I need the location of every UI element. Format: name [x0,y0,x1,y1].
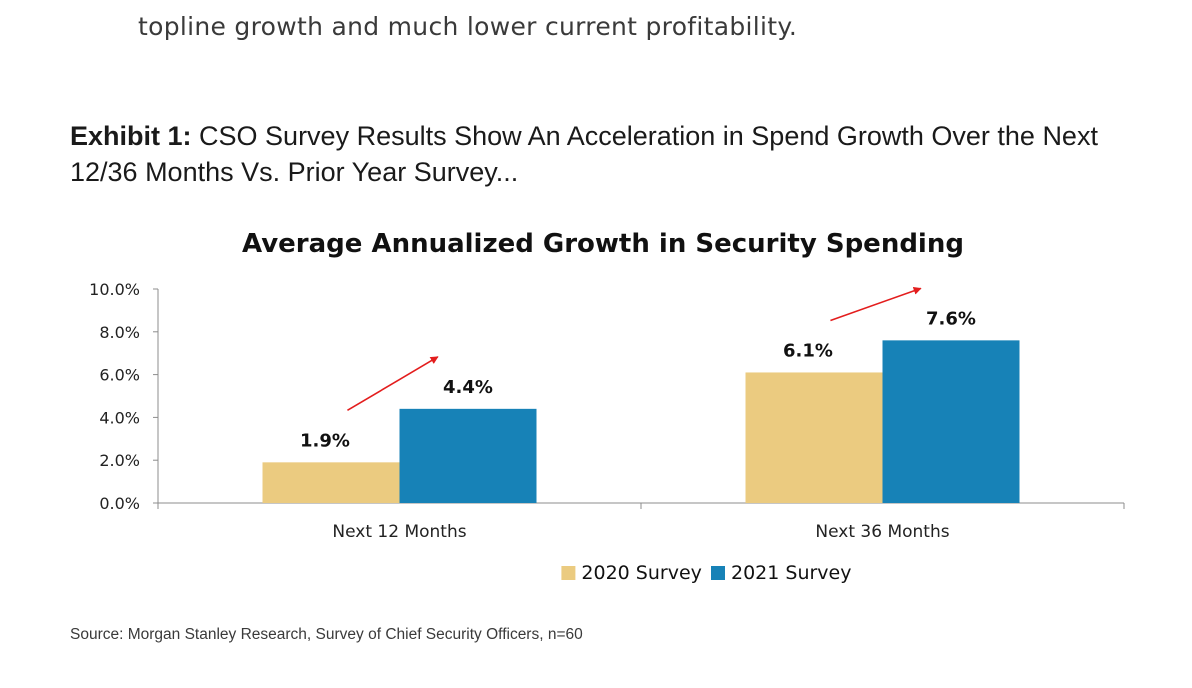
bar [399,408,537,503]
bar [882,340,1020,503]
bar-chart: Average Annualized Growth in Security Sp… [89,229,1125,584]
y-tick-label: 8.0% [99,323,140,342]
legend-label: 2020 Survey [581,562,702,584]
x-tick-label: Next 12 Months [332,522,466,542]
y-tick-label: 6.0% [99,366,140,385]
y-tick-label: 10.0% [89,280,140,299]
legend-swatch [711,566,725,580]
x-tick-label: Next 36 Months [815,522,949,542]
bar [262,462,400,503]
exhibit-title: Exhibit 1: CSO Survey Results Show An Acc… [70,118,1170,190]
chart-title: Average Annualized Growth in Security Sp… [242,229,964,259]
source-note: Source: Morgan Stanley Research, Survey … [70,626,583,643]
y-tick-label: 2.0% [99,451,140,470]
exhibit-label: Exhibit 1: [70,121,192,151]
data-label: 7.6% [926,308,976,329]
y-tick-label: 0.0% [99,494,140,513]
trend-arrow [830,286,922,322]
body-text-line: topline growth and much lower current pr… [138,12,798,41]
data-label: 4.4% [443,377,493,398]
data-label: 1.9% [300,430,350,451]
y-tick-label: 4.0% [99,408,140,427]
legend-swatch [561,566,576,580]
exhibit-title-text: CSO Survey Results Show An Acceleration … [70,121,1098,187]
trend-arrow [347,356,439,412]
bar [745,372,883,503]
data-label: 6.1% [783,340,833,361]
legend-label: 2021 Survey [731,562,852,584]
